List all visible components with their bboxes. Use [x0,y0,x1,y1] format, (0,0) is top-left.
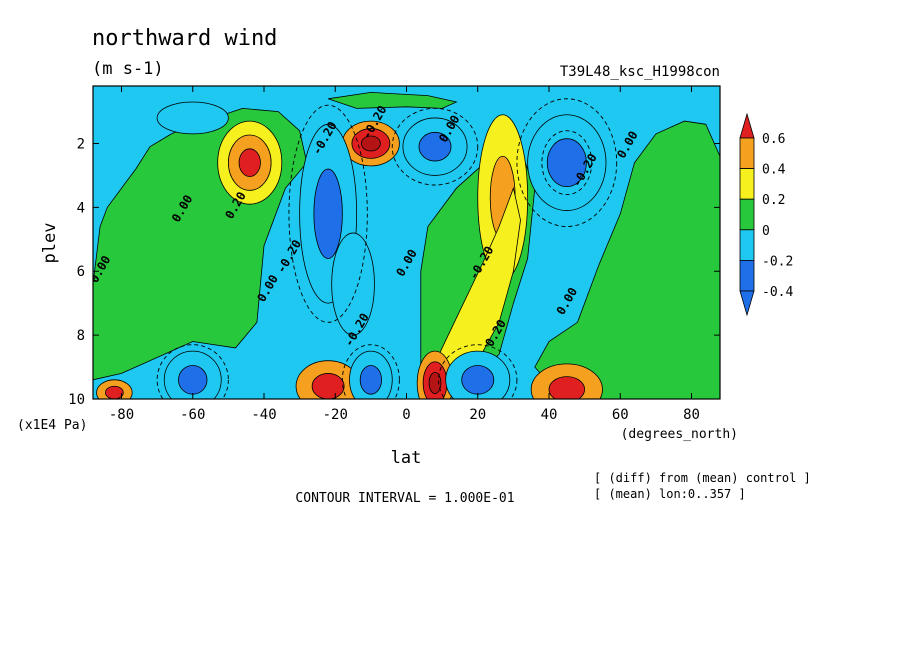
plot-area: 0.00 0.200.000.00-0.20-0.20-0.20 -0.200.00… [93,86,720,399]
colorbar: 0.6 0.4 0.2 0 -0.2 -0.4 [739,112,793,317]
run-label: T39L48_ksc_H1998con [560,64,720,80]
min-core-equator-upper-level-1 [418,131,452,162]
colorbar-label-3: 0 [762,224,770,239]
max-core-south-pole-level-1 [105,385,124,399]
max-core-north-surface-level-1 [548,376,586,399]
y-tick-label-1: 4 [77,200,85,216]
negative-contour-2 [288,104,368,323]
x-axis-label: lat [391,448,422,468]
min-core-surface-a-level-1 [359,365,382,395]
max-core-south-surface-level-1 [311,373,345,399]
negative-contour-5 [438,344,518,399]
colorbar-label-5: -0.4 [762,285,793,300]
x-axis-units: (degrees_north) [621,427,738,442]
positive-region-north [534,120,720,399]
y-tick-label-4: 10 [68,392,85,408]
negative-contour-6 [341,344,400,399]
y-tick-label-3: 8 [77,328,85,344]
y-axis-units: (x1E4 Pa) [17,418,87,433]
x-tick-label-8: 80 [683,407,700,423]
contour-fills [93,91,720,399]
max-core-south-upper-level-2 [238,148,261,177]
x-tick-label-4: 0 [402,407,410,423]
y-tick-label-2: 6 [77,264,85,280]
y-axis: 2 4 6 8 10 [68,136,720,408]
colorbar-label-0: 0.6 [762,132,785,147]
negative-contour-3 [391,107,479,186]
colorbar-arrow-top [739,112,755,139]
x-axis: -80 -60 -40 -20 0 20 40 60 80 [109,86,700,423]
colorbar-band-1 [739,168,755,200]
x-tick-label-1: -60 [180,407,205,423]
positive-region-top [327,91,458,109]
colorbar-label-1: 0.4 [762,163,786,178]
chart-title: northward wind [92,26,277,51]
max-core-equator-surface-level-2 [428,371,442,395]
colorbar-band-2 [739,198,755,231]
x-tick-label-6: 40 [541,407,558,423]
min-core-surface-b-level-1 [461,365,495,395]
contour-interval: CONTOUR INTERVAL = 1.000E-01 [295,491,514,506]
colorbar-band-0 [739,137,755,170]
colorbar-band-4 [739,259,755,292]
min-core-south-mid-level-1 [313,168,343,259]
colorbar-arrow-bottom [739,290,755,317]
y-axis-label: plev [40,223,60,264]
negative-contour-4 [156,344,229,399]
colorbar-label-2: 0.2 [762,193,785,208]
negative-contour-0 [516,98,618,227]
min-core-north-upper-level-1 [546,138,587,188]
x-tick-label-0: -80 [109,407,134,423]
colorbar-band-3 [739,229,755,261]
x-tick-label-5: 20 [469,407,486,423]
min-core-surface-c-level-1 [178,365,208,395]
x-tick-label-3: -20 [323,407,348,423]
x-tick-label-2: -40 [251,407,276,423]
colorbar-label-4: -0.2 [762,254,793,269]
y-tick-label-0: 2 [77,136,85,152]
x-tick-label-7: 60 [612,407,629,423]
chart-units: (m s-1) [92,59,164,79]
max-core-equator-upper-level-2 [360,135,381,152]
note-diff: [ (diff) from (mean) control ] [594,471,811,485]
min-core-south-top-level-0 [156,101,229,135]
negative-contour-1 [541,130,593,196]
note-mean: [ (mean) lon:0..357 ] [594,487,746,501]
negative-contour-lines [156,98,618,399]
